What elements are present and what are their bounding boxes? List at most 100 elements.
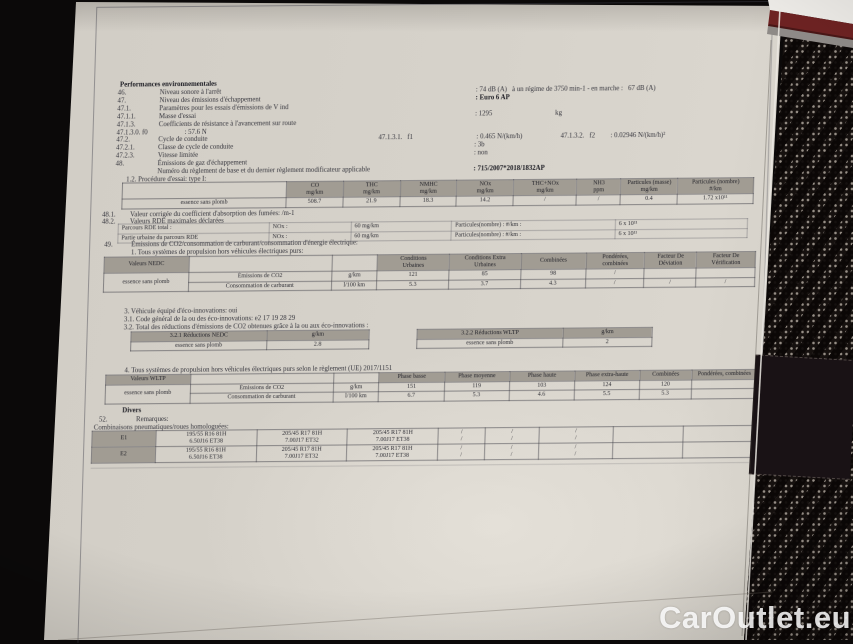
table-cell: essence sans plomb (416, 337, 563, 349)
table-cell: Facteur De Vérification (696, 251, 756, 269)
eco-wltp-table-grid: 3.2.2 Réductions WLTP g/km essence sans pl… (416, 327, 653, 349)
table-cell: / (513, 195, 577, 206)
table-cell: Pondérées, combinées (585, 252, 645, 269)
table-cell: E1 (91, 430, 157, 448)
table-cell: 120 (639, 379, 692, 390)
doc-text: : non (473, 149, 488, 157)
table-cell (612, 442, 684, 459)
table-cell: NOx : (268, 231, 351, 242)
table-cell: Consommation de carburant (187, 280, 332, 292)
table-cell: THC mg/km (343, 180, 401, 198)
table-cell: 205/45 R17 81H 7.00J17 ET38 (346, 444, 438, 462)
doc-text: 49. (104, 241, 113, 249)
table-cell: 119 (443, 381, 510, 392)
table-cell: 4.3 (520, 278, 586, 289)
table-cell: NMHC mg/km (399, 180, 458, 197)
table-cell: / / (437, 427, 486, 445)
page-top-rule (96, 0, 774, 8)
table-cell: 18.3 (399, 196, 457, 207)
table-cell: 205/45 R17 81H 7.00J17 ET38 (347, 428, 439, 446)
table-cell: / / (538, 442, 613, 460)
table-cell: Valeurs NEDC (103, 256, 190, 274)
table-cell: essence sans plomb (105, 383, 191, 404)
table-cell: Conditions Extra Urbaines (449, 253, 522, 271)
table-cell (696, 267, 756, 278)
table-cell: 205/45 R17 81H 7.00J17 ET32 (255, 445, 348, 462)
table-cell: 6.7 (378, 391, 444, 402)
table-cell (331, 254, 378, 272)
eco-nedc-table: 3.2.1 Réductions NEDC g/km essence sans pl… (130, 329, 370, 351)
nedc-table: Valeurs NEDC Conditions Urbaines Condition… (103, 251, 756, 293)
table-cell: Phase haute (509, 371, 575, 382)
table-cell: 2.8 (266, 339, 369, 350)
table-cell (612, 426, 684, 443)
wltp-table-grid: Valeurs WLTP Phase basse Phase moyenne Phas… (105, 369, 758, 404)
doc-text: Remarques: (135, 416, 169, 424)
table-cell: Phase basse (379, 372, 445, 383)
doc-text: 48. (115, 160, 125, 168)
table-cell: Combinées (520, 252, 587, 270)
eco-nedc-table-grid: 3.2.1 Réductions NEDC g/km essence sans pl… (130, 329, 370, 351)
table-cell: Pondérées, combinées (691, 369, 758, 380)
doc-text: 47.1.1. (116, 113, 136, 121)
table-cell: / (585, 277, 645, 288)
table-cell: 1.72 x10¹¹ (677, 193, 754, 204)
table-cell: 5.3 (443, 390, 510, 401)
table-cell: essence sans plomb (130, 340, 267, 351)
doc-text: 47.2. (116, 136, 131, 144)
table-cell: Partie urbaine du parcours RDE (117, 232, 270, 244)
doc-text: 47.1.3. (116, 121, 136, 129)
table-cell: 103 (509, 380, 575, 391)
emissions-table: CO mg/km THC mg/km NMHC mg/km NOx mg/km THC+… (121, 177, 754, 209)
tyres-table: E1 195/55 R16 81H 6.50J16 ET38 205/45 R17 … (91, 425, 765, 464)
table-cell: Particules (nombre) #/km (677, 177, 754, 195)
doc-text: 47.2.1. (116, 144, 135, 152)
table-cell: Combinées (639, 370, 692, 380)
doc-text: 47.2.3. (115, 152, 135, 160)
gray-trim-strip (767, 26, 853, 48)
table-cell: Conditions Urbaines (377, 254, 450, 271)
table-cell: / (576, 194, 621, 205)
doc-text: kg (555, 109, 563, 117)
table-cell: Phase moyenne (444, 371, 510, 382)
fold-rule (90, 462, 749, 469)
table-cell: 98 (520, 268, 586, 280)
table-cell: Particules(nombre) : #/km : (451, 229, 616, 241)
table-cell: 195/55 R16 81H 6.50J16 ET38 (155, 445, 257, 463)
tyres-table-grid: E1 195/55 R16 81H 6.50J16 ET38 205/45 R17 … (91, 425, 765, 464)
doc-text: : 3b (474, 141, 485, 149)
table-cell (333, 372, 380, 383)
doc-text: Divers (122, 407, 142, 415)
table-cell: CO mg/km (286, 181, 344, 198)
table-cell: / (695, 277, 755, 288)
table-cell: / (643, 277, 697, 288)
table-cell: / / (437, 443, 485, 461)
doc-text: : 1295 (475, 110, 493, 118)
table-cell: THC+NOx mg/km (513, 179, 577, 196)
table-cell: 5.3 (638, 389, 692, 399)
table-cell: 195/55 R16 81H 6.50J16 ET38 (155, 429, 257, 447)
table-cell (644, 268, 697, 278)
table-cell: essence sans plomb (103, 272, 189, 293)
table-cell: 21.9 (342, 196, 400, 207)
watermark: CarOutlet.eu (658, 600, 851, 635)
doc-text: 46. (117, 89, 127, 97)
table-cell: / (585, 268, 645, 279)
table-cell (691, 378, 757, 390)
table-cell (122, 181, 287, 200)
emissions-table-grid: CO mg/km THC mg/km NMHC mg/km NOx mg/km THC+… (121, 177, 754, 209)
nedc-table-grid: Valeurs NEDC Conditions Urbaines Condition… (103, 251, 756, 293)
eco-wltp-table: 3.2.2 Réductions WLTP g/km essence sans pl… (416, 327, 653, 349)
table-cell: Particules (masse) mg/km (620, 178, 678, 195)
table-cell: 508.7 (285, 197, 344, 208)
table-cell: g/km (333, 382, 380, 393)
table-cell: 6 x 10¹¹ (614, 228, 748, 239)
table-cell (691, 388, 757, 399)
table-cell: 151 (378, 381, 445, 392)
table-cell: l/100 km (331, 280, 378, 291)
table-cell: 4.6 (508, 390, 575, 401)
table-cell: 3.7 (448, 279, 521, 290)
white-sliver (768, 0, 853, 24)
